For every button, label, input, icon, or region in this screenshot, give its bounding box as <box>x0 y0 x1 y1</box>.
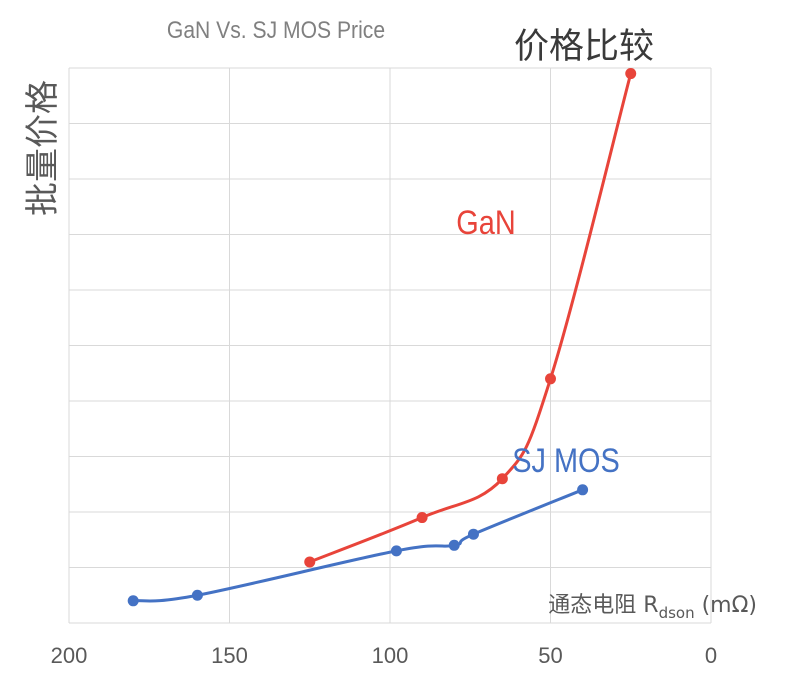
data-point-gan <box>304 556 316 568</box>
data-point-gan <box>496 473 508 485</box>
series-line-sj-mos <box>131 488 585 603</box>
x-axis-label-main: 通态电阻 R <box>548 593 658 618</box>
series-lines <box>131 72 633 603</box>
x-tick-label: 100 <box>372 643 409 668</box>
series-points <box>127 68 637 607</box>
series-line-gan <box>308 72 633 564</box>
data-point-sj-mos <box>127 595 139 607</box>
x-tick-label: 0 <box>705 643 717 668</box>
x-axis-label-unit: (mΩ) <box>695 593 757 618</box>
data-point-sj-mos <box>390 545 402 557</box>
chart-subtitle: 价格比较 <box>514 27 654 67</box>
data-point-gan <box>625 68 637 80</box>
x-axis-label: 通态电阻 Rdson (mΩ) <box>548 593 757 622</box>
grid-lines <box>68 67 712 624</box>
x-axis-label-subscript: dson <box>659 604 695 622</box>
series-labels: GaN SJ MOS <box>456 203 619 480</box>
series-label-sj-mos: SJ MOS <box>512 441 620 480</box>
x-tick-label: 50 <box>538 643 562 668</box>
data-point-gan <box>416 512 428 524</box>
chart-title: GaN Vs. SJ MOS Price <box>167 17 385 44</box>
data-point-sj-mos <box>448 539 460 551</box>
data-point-sj-mos <box>467 528 479 540</box>
data-point-sj-mos <box>191 589 203 601</box>
series-label-gan: GaN <box>456 203 515 242</box>
data-point-gan <box>545 373 556 385</box>
x-tick-labels: 200 150 100 50 0 <box>51 643 717 668</box>
x-tick-label: 150 <box>211 643 248 668</box>
x-tick-label: 200 <box>51 643 88 668</box>
y-axis-label: 批量价格 <box>23 80 63 216</box>
data-point-sj-mos <box>577 484 589 496</box>
